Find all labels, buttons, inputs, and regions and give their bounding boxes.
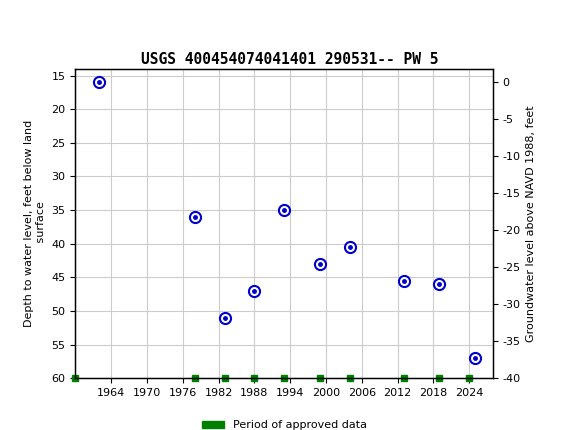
Y-axis label: Groundwater level above NAVD 1988, feet: Groundwater level above NAVD 1988, feet: [527, 105, 536, 342]
Y-axis label: Depth to water level, feet below land
 surface: Depth to water level, feet below land su…: [24, 120, 46, 327]
Text: USGS 400454074041401 290531-- PW 5: USGS 400454074041401 290531-- PW 5: [142, 52, 438, 67]
Legend: Period of approved data: Period of approved data: [197, 416, 371, 430]
Text: █USGS: █USGS: [9, 15, 63, 37]
